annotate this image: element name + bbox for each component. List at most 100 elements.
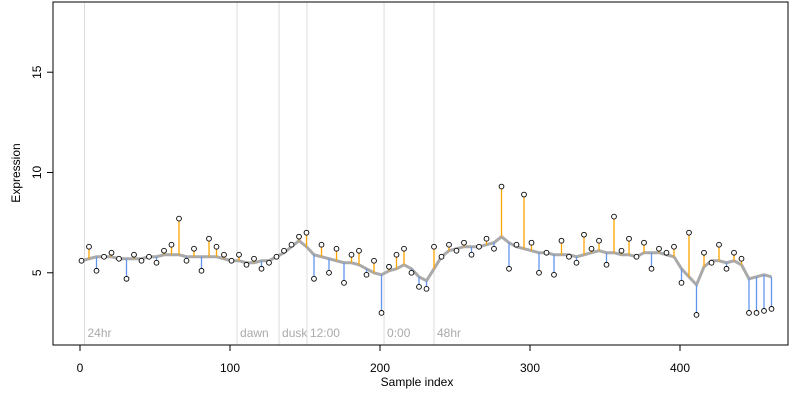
x-tick-label: 0 bbox=[77, 361, 84, 375]
point bbox=[476, 243, 482, 250]
x-tick-label: 100 bbox=[220, 361, 240, 375]
point bbox=[341, 279, 347, 286]
point bbox=[753, 310, 760, 316]
point bbox=[258, 265, 265, 272]
point bbox=[78, 257, 85, 264]
point bbox=[326, 269, 332, 276]
marker-label: 12:00 bbox=[310, 326, 340, 340]
point bbox=[236, 251, 242, 258]
point bbox=[603, 261, 610, 268]
point bbox=[386, 263, 392, 270]
point bbox=[663, 249, 670, 256]
point bbox=[588, 245, 595, 252]
point bbox=[131, 251, 137, 258]
point bbox=[566, 253, 572, 260]
point bbox=[431, 243, 437, 250]
point bbox=[761, 308, 767, 314]
point bbox=[213, 243, 220, 250]
point bbox=[378, 310, 385, 316]
point bbox=[641, 239, 647, 246]
point bbox=[183, 257, 190, 264]
marker-label: 0:00 bbox=[387, 326, 411, 340]
point bbox=[626, 235, 632, 242]
point bbox=[281, 247, 287, 254]
point bbox=[266, 259, 272, 266]
y-axis-label: Expression bbox=[9, 143, 23, 202]
point bbox=[296, 233, 302, 240]
point bbox=[86, 243, 92, 250]
point bbox=[506, 265, 512, 272]
point bbox=[656, 245, 662, 252]
point bbox=[528, 239, 535, 246]
point bbox=[168, 241, 175, 248]
point bbox=[738, 255, 745, 262]
marker-label: 48hr bbox=[437, 326, 461, 340]
point bbox=[146, 253, 152, 260]
point bbox=[521, 191, 527, 198]
point bbox=[731, 249, 737, 256]
point bbox=[153, 259, 160, 266]
point bbox=[101, 253, 107, 260]
point bbox=[686, 229, 692, 236]
point bbox=[251, 255, 257, 262]
point bbox=[483, 235, 490, 242]
point bbox=[446, 241, 452, 248]
trend-line bbox=[81, 234, 772, 288]
point bbox=[701, 249, 707, 256]
point bbox=[746, 310, 752, 316]
point bbox=[243, 261, 250, 268]
point bbox=[416, 283, 422, 290]
marker-label: dawn bbox=[240, 326, 269, 340]
point bbox=[371, 257, 377, 264]
point bbox=[423, 285, 430, 292]
marker-label: dusk bbox=[282, 326, 308, 340]
point bbox=[206, 235, 212, 242]
y-tick-label: 15 bbox=[30, 65, 44, 79]
point bbox=[116, 255, 122, 262]
point bbox=[221, 251, 227, 258]
point bbox=[333, 245, 340, 252]
point bbox=[461, 239, 467, 246]
y-tick-label: 5 bbox=[30, 269, 44, 276]
point bbox=[348, 251, 355, 258]
point bbox=[596, 237, 602, 244]
point bbox=[468, 251, 475, 258]
point bbox=[611, 213, 617, 220]
point bbox=[363, 271, 370, 278]
point bbox=[618, 247, 625, 254]
point bbox=[498, 183, 505, 190]
plot-frame bbox=[52, 1, 789, 346]
point bbox=[138, 257, 145, 264]
point bbox=[581, 231, 587, 238]
point bbox=[768, 306, 775, 312]
point bbox=[678, 279, 685, 286]
x-tick-label: 300 bbox=[520, 361, 540, 375]
point bbox=[176, 215, 182, 222]
point bbox=[273, 253, 280, 260]
point bbox=[648, 265, 655, 272]
point bbox=[198, 267, 205, 274]
point bbox=[536, 269, 542, 276]
point bbox=[708, 259, 715, 266]
x-tick-label: 200 bbox=[370, 361, 390, 375]
point bbox=[513, 241, 520, 248]
point bbox=[438, 253, 445, 260]
y-tick-label: 10 bbox=[30, 166, 44, 180]
point bbox=[161, 247, 167, 254]
point bbox=[311, 275, 317, 282]
point bbox=[108, 249, 115, 256]
point bbox=[453, 247, 460, 254]
point bbox=[303, 229, 310, 236]
point bbox=[693, 312, 700, 318]
x-axis-label: Sample index bbox=[381, 375, 454, 389]
point bbox=[191, 245, 197, 252]
point bbox=[573, 259, 580, 266]
point bbox=[318, 241, 325, 248]
point bbox=[633, 253, 640, 260]
point bbox=[723, 265, 730, 272]
point bbox=[123, 275, 130, 282]
point bbox=[491, 245, 497, 252]
point bbox=[408, 269, 415, 276]
